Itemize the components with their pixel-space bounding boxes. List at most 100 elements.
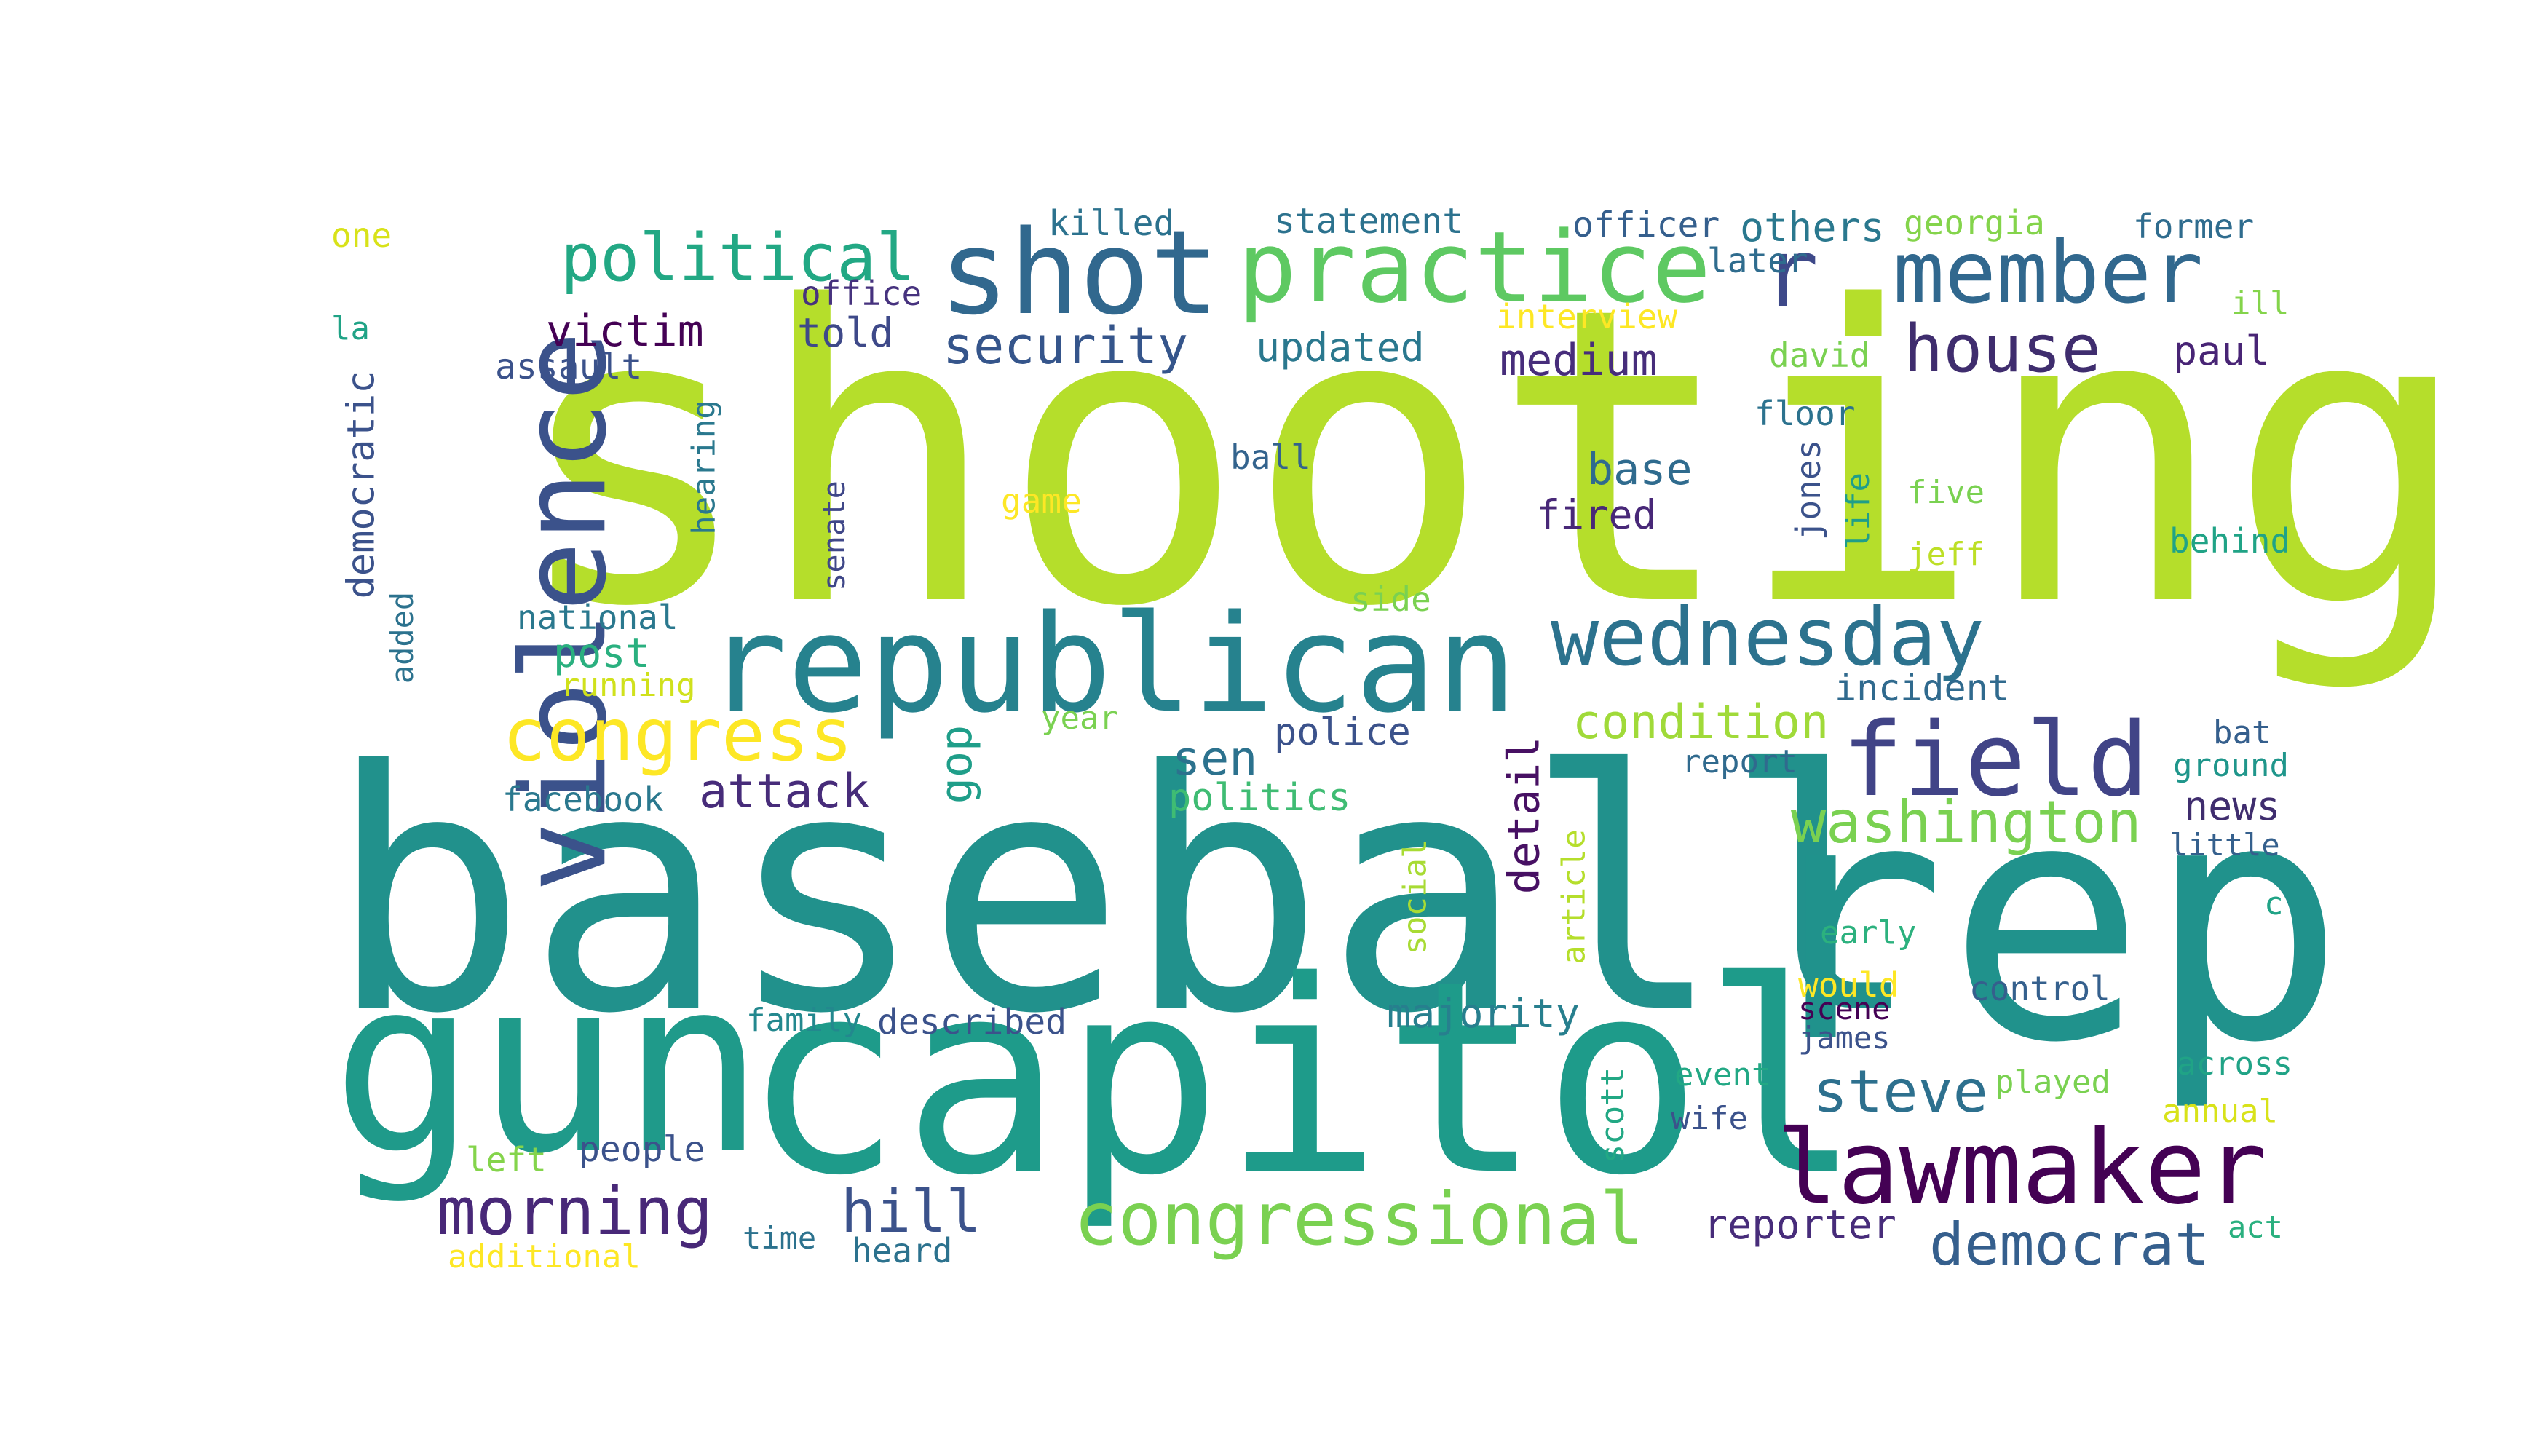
word-social: social xyxy=(1396,839,1434,955)
word-time: time xyxy=(743,1220,817,1256)
word-practice: practice xyxy=(1238,210,1712,325)
word-james: james xyxy=(1798,1020,1891,1056)
word-reporter: reporter xyxy=(1704,1201,1896,1248)
word-steve: steve xyxy=(1813,1058,1988,1125)
word-security: security xyxy=(943,316,1189,376)
word-ball: ball xyxy=(1230,438,1311,477)
word-former: former xyxy=(2133,207,2255,246)
word-politics: politics xyxy=(1168,776,1351,820)
word-statement: statement xyxy=(1274,201,1464,242)
word-others: others xyxy=(1740,204,1885,250)
word-behind: behind xyxy=(2169,521,2291,561)
word-annual: annual xyxy=(2162,1093,2278,1130)
word-hearing: hearing xyxy=(685,400,723,535)
word-senate: senate xyxy=(815,480,852,591)
word-early: early xyxy=(1820,914,1917,951)
word-life: life xyxy=(1839,472,1877,550)
word-sen: sen xyxy=(1172,732,1258,786)
word-morning: morning xyxy=(437,1174,713,1250)
word-additional: additional xyxy=(448,1238,641,1275)
word-office: office xyxy=(801,274,922,313)
word-scene: scene xyxy=(1798,991,1891,1026)
word-police: police xyxy=(1274,711,1411,754)
word-capitol: capitol xyxy=(743,925,1863,1234)
word-interview: interview xyxy=(1496,297,1678,336)
word-added: added xyxy=(384,591,421,684)
word-gun: gun xyxy=(331,927,766,1206)
word-report: report xyxy=(1682,743,1797,780)
word-victim: victim xyxy=(546,306,704,357)
word-republican: republican xyxy=(706,585,1517,743)
word-base: base xyxy=(1587,444,1693,495)
word-played: played xyxy=(1995,1064,2110,1101)
word-shooting: shooting xyxy=(510,221,2474,696)
word-heard: heard xyxy=(852,1231,953,1270)
word-shot: shot xyxy=(939,205,1220,341)
word-floor: floor xyxy=(1754,394,1856,433)
word-post: post xyxy=(553,630,650,676)
word-game: game xyxy=(1001,481,1082,521)
word-jeff: jeff xyxy=(1907,536,1985,573)
word-year: year xyxy=(1041,700,1118,737)
word-officer: officer xyxy=(1572,205,1720,245)
word-democratic: democratic xyxy=(339,371,384,599)
word-running: running xyxy=(561,667,696,704)
word-updated: updated xyxy=(1256,324,1425,371)
word-r: r xyxy=(1762,218,1819,328)
word-majority: majority xyxy=(1387,990,1580,1037)
word-later: later xyxy=(1707,241,1808,280)
word-lawmaker: lawmaker xyxy=(1776,1109,2268,1227)
word-gop: gop xyxy=(931,724,983,804)
word-little: little xyxy=(2169,827,2280,863)
word-bat: bat xyxy=(2213,714,2271,751)
word-would: would xyxy=(1798,965,1899,1005)
word-scott: scott xyxy=(1594,1067,1632,1164)
word-five: five xyxy=(1907,474,1985,511)
word-congressional: congressional xyxy=(1074,1176,1644,1262)
word-act: act xyxy=(2228,1209,2283,1245)
word-ground: ground xyxy=(2173,747,2289,784)
word-member: member xyxy=(1893,222,2204,323)
word-paul: paul xyxy=(2173,328,2270,374)
word-news: news xyxy=(2184,783,2281,829)
word-left: left xyxy=(466,1140,547,1179)
word-wife: wife xyxy=(1671,1100,1748,1137)
word-assault: assault xyxy=(495,347,643,387)
word-described: described xyxy=(877,1002,1067,1042)
word-killed: killed xyxy=(1048,203,1175,244)
word-fired: fired xyxy=(1536,491,1657,538)
word-political: political xyxy=(561,220,916,296)
word-congress: congress xyxy=(502,692,853,778)
word-rep: rep xyxy=(1747,730,2346,1115)
word-house: house xyxy=(1904,311,2101,387)
word-la: la xyxy=(331,310,370,347)
word-baseball: baseball xyxy=(328,701,1923,1086)
word-article: article xyxy=(1555,829,1593,965)
word-ill: ill xyxy=(2231,285,2290,322)
word-condition: condition xyxy=(1572,695,1829,750)
word-c: c xyxy=(2264,885,2284,922)
word-across: across xyxy=(2177,1045,2292,1083)
word-national: national xyxy=(517,598,678,637)
word-side: side xyxy=(1350,579,1431,619)
word-hill: hill xyxy=(841,1178,981,1246)
word-jones: jones xyxy=(1789,439,1829,541)
word-wednesday: wednesday xyxy=(1551,590,1985,684)
word-detail: detail xyxy=(1498,736,1550,895)
word-democrat: democrat xyxy=(1929,1211,2210,1278)
word-medium: medium xyxy=(1500,335,1658,386)
word-family: family xyxy=(746,1002,862,1039)
word-told: told xyxy=(797,309,894,356)
word-field: field xyxy=(1842,701,2149,820)
word-people: people xyxy=(579,1129,705,1170)
word-washington: washington xyxy=(1791,788,2142,856)
word-incident: incident xyxy=(1835,667,2010,709)
word-event: event xyxy=(1674,1056,1771,1093)
word-david: david xyxy=(1769,336,1870,375)
word-georgia: georgia xyxy=(1904,203,2045,242)
word-facebook: facebook xyxy=(502,780,664,819)
word-control: control xyxy=(1969,969,2110,1008)
word-attack: attack xyxy=(699,764,870,819)
word-one: one xyxy=(331,215,392,255)
